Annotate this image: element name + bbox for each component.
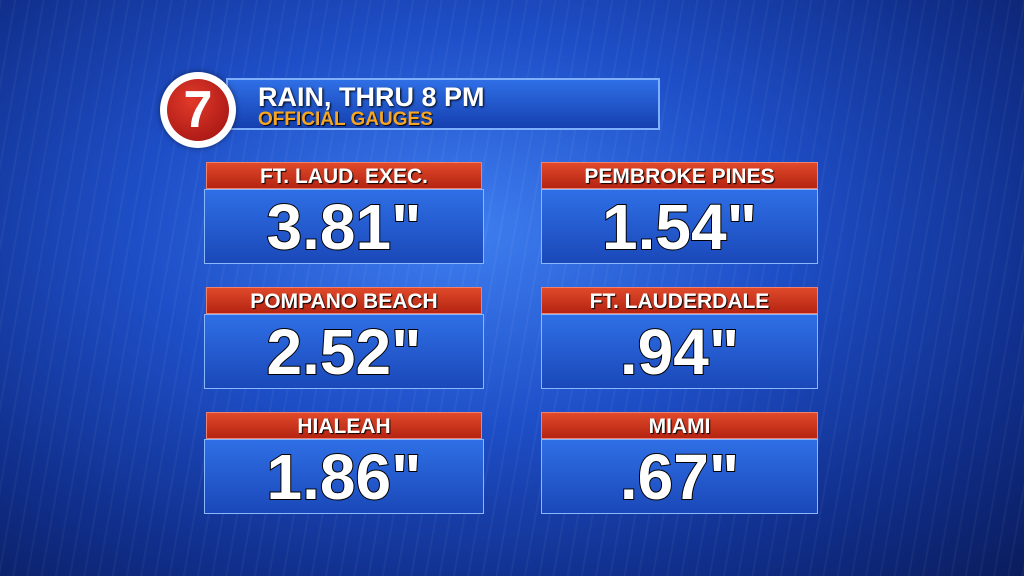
location-label: HIALEAH: [206, 412, 482, 439]
logo-text: 7: [167, 79, 229, 141]
location-label: FT. LAUD. EXEC.: [206, 162, 482, 189]
header-panel: [226, 78, 660, 130]
location-label: PEMBROKE PINES: [541, 162, 818, 189]
rain-amount: .94": [541, 314, 818, 389]
rain-amount: 1.86": [204, 439, 484, 514]
rain-amount: 2.52": [204, 314, 484, 389]
subtitle: OFFICIAL GAUGES: [258, 109, 433, 130]
rain-amount: 3.81": [204, 189, 484, 264]
rain-amount: 1.54": [541, 189, 818, 264]
location-label: FT. LAUDERDALE: [541, 287, 818, 314]
rain-amount: .67": [541, 439, 818, 514]
title: RAIN, THRU 8 PM: [258, 82, 485, 112]
location-label: MIAMI: [541, 412, 818, 439]
location-label: POMPANO BEACH: [206, 287, 482, 314]
logo: 7: [160, 72, 236, 148]
